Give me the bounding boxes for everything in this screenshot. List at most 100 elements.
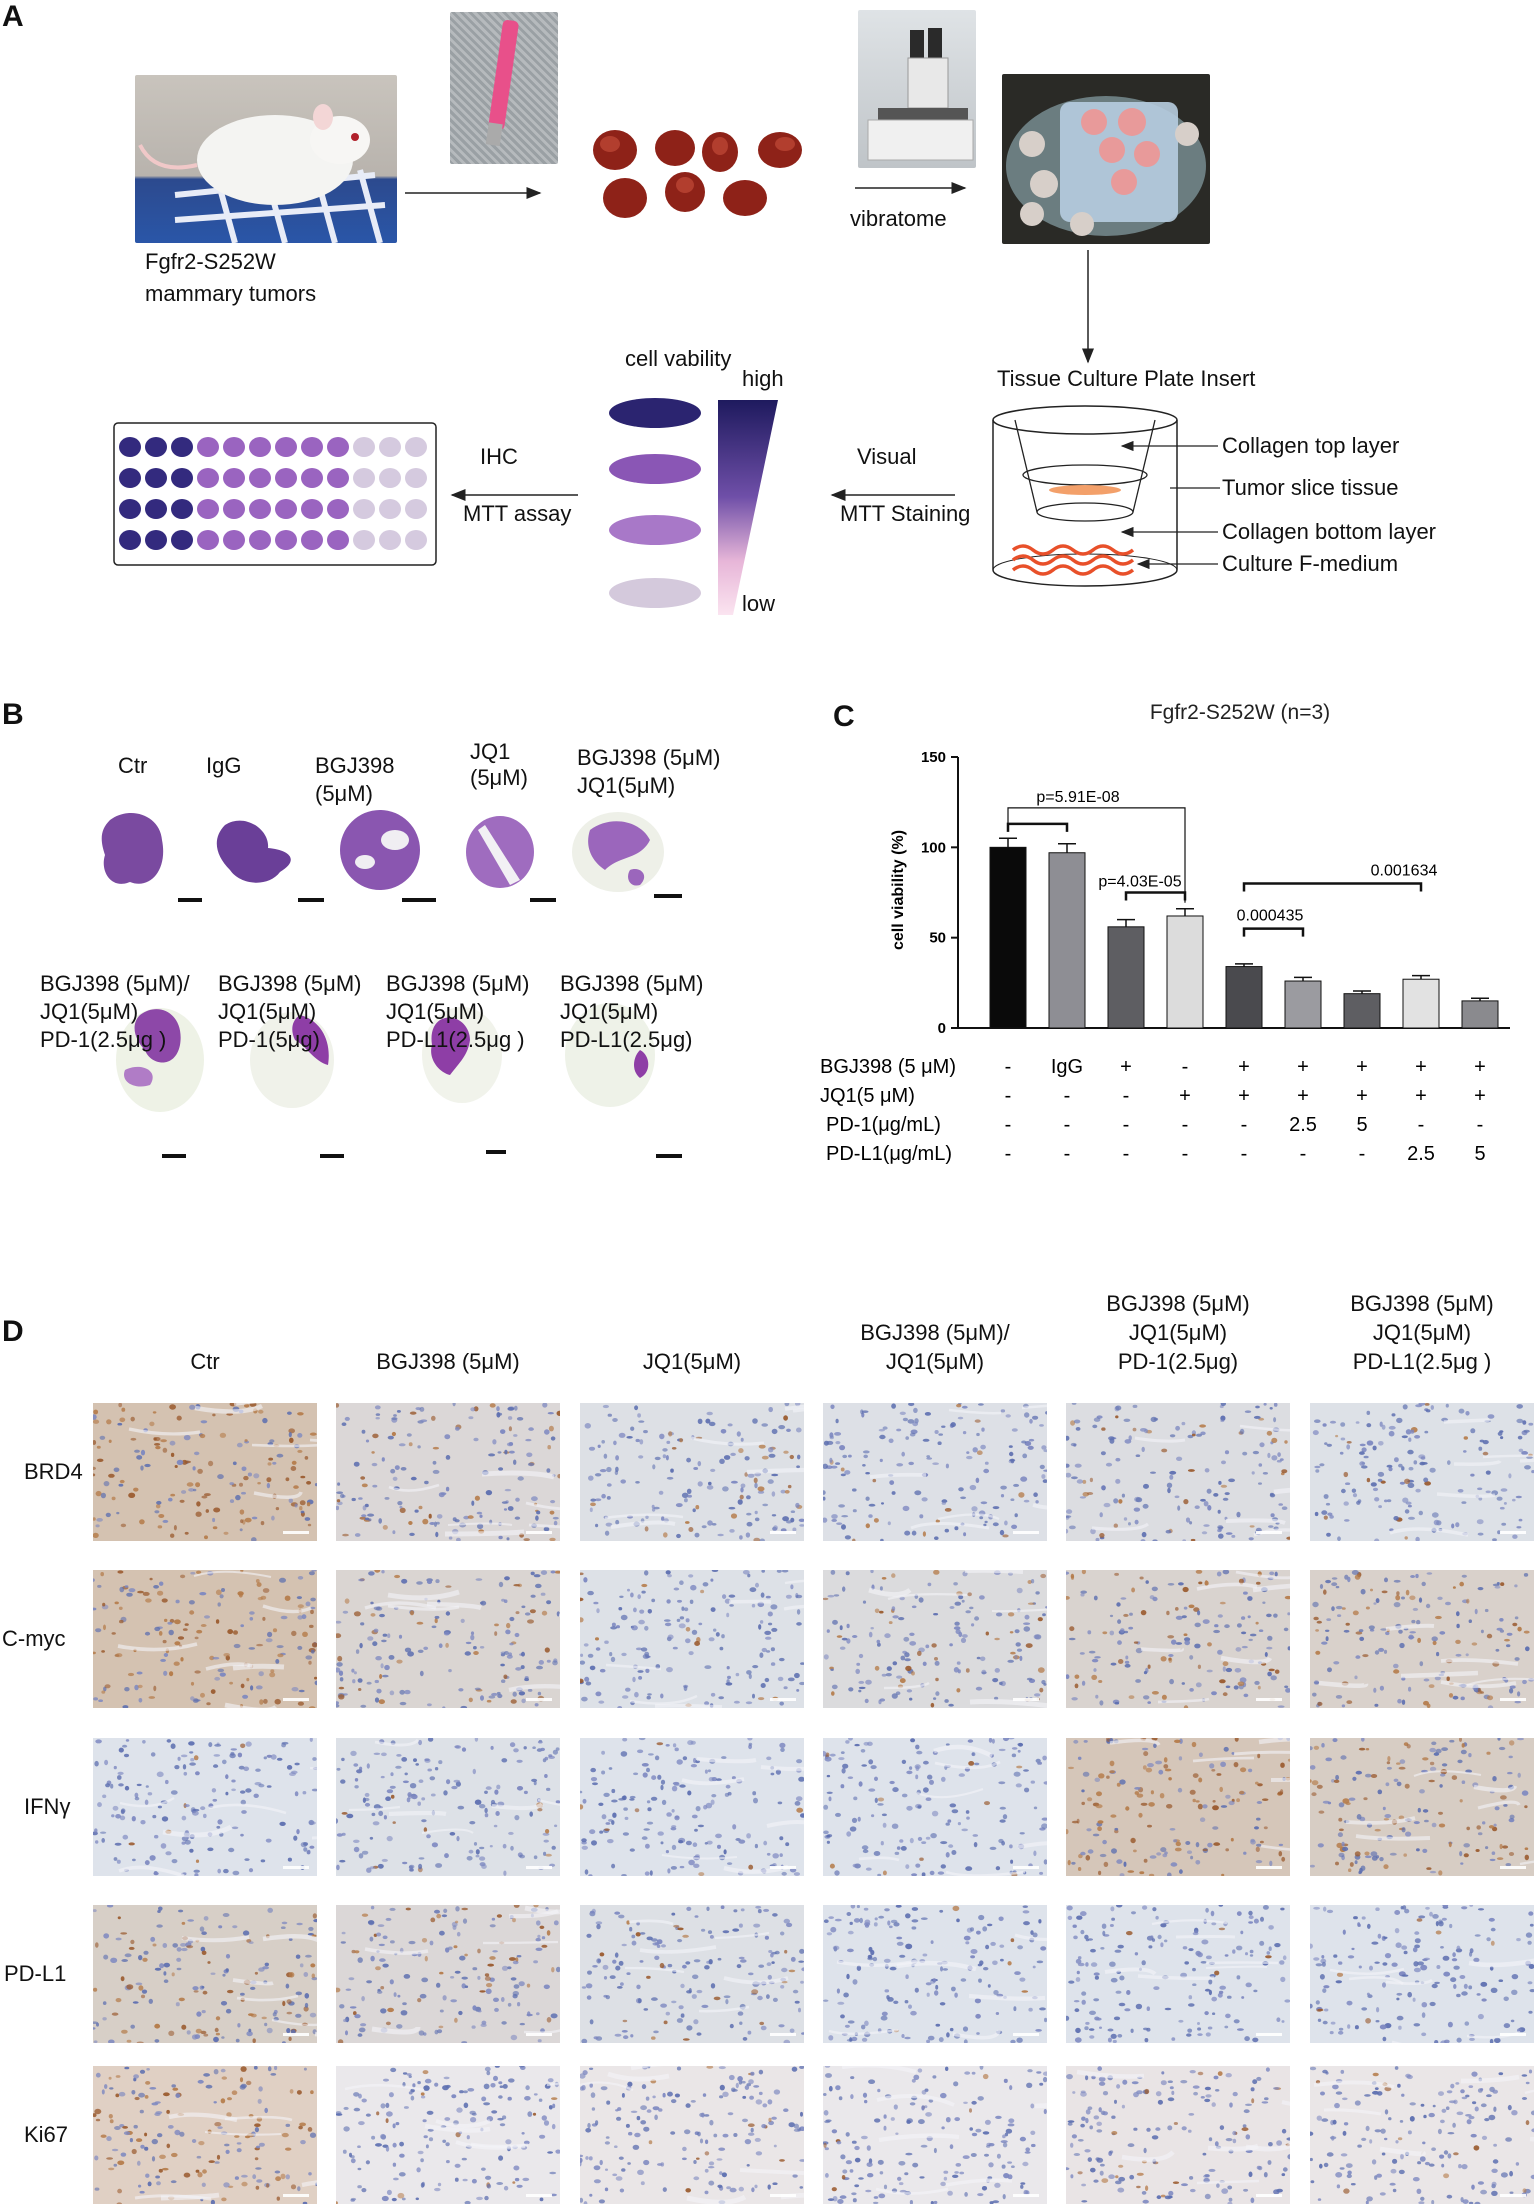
treatment-cell: + xyxy=(1415,1056,1427,1078)
plate-well-r4-c4 xyxy=(197,530,219,550)
treatment-cell: + xyxy=(1356,1085,1368,1107)
ihc-image xyxy=(93,2066,317,2204)
treatment-row-label: PD-L1(μg/mL) xyxy=(826,1143,952,1165)
plate-well-r2-c9 xyxy=(327,468,349,488)
ihc-column-header: BGJ398 (5μM) xyxy=(1106,1291,1250,1316)
bar-7 xyxy=(1343,993,1381,1029)
ihc-image xyxy=(823,1403,1047,1541)
y-tick-label: 150 xyxy=(921,749,946,766)
slice-ctr xyxy=(101,812,164,884)
treatment-cell: + xyxy=(1297,1056,1309,1078)
treatment-cell: IgG xyxy=(1051,1056,1083,1078)
panel-label-a: A xyxy=(2,0,24,33)
ihc-image xyxy=(93,1905,317,2043)
treatment-cell: + xyxy=(1474,1056,1486,1078)
treatment-cell: - xyxy=(1005,1143,1012,1165)
bar-4 xyxy=(1166,915,1204,1029)
significance-label-3: 0.000435 xyxy=(1237,908,1304,925)
ihc-row-label: PD-L1 xyxy=(4,1961,67,1986)
plate-well-r2-c4 xyxy=(197,468,219,488)
viability-title: cell vability xyxy=(625,346,732,371)
treatment-cell: - xyxy=(1123,1143,1130,1165)
ihc-image xyxy=(823,1738,1047,1876)
b-label-r2c2-2: JQ1(5μM) xyxy=(218,999,317,1024)
plate-well-r3-c10 xyxy=(353,499,375,519)
insert-layer-top: Collagen top layer xyxy=(1222,433,1400,458)
ihc-image xyxy=(823,1905,1047,2043)
insert-layer-medium: Culture F-medium xyxy=(1222,551,1399,576)
viability-swatch-mid-low xyxy=(609,515,701,545)
treatment-cell: + xyxy=(1297,1085,1309,1107)
plate-well-r4-c11 xyxy=(379,530,401,550)
treatment-cell: - xyxy=(1477,1114,1484,1136)
ihc-image xyxy=(580,1570,804,1708)
insert-title: Tissue Culture Plate Insert xyxy=(997,366,1256,391)
significance-label-4: 0.001634 xyxy=(1371,862,1438,879)
plate-well-r3-c1 xyxy=(119,499,141,519)
treatment-cell: + xyxy=(1415,1085,1427,1107)
bar-2 xyxy=(1048,852,1086,1029)
treatment-cell: 5 xyxy=(1356,1114,1367,1136)
mtt-assay-label: MTT assay xyxy=(463,501,572,526)
treatment-row-label: JQ1(5 μM) xyxy=(820,1085,915,1107)
plate-well-r2-c11 xyxy=(379,468,401,488)
ihc-image xyxy=(823,1570,1047,1708)
mouse-illustration xyxy=(138,104,386,243)
mouse-photo xyxy=(135,75,397,243)
biopsy-punch-photo xyxy=(450,12,558,164)
significance-connector xyxy=(1007,807,1186,903)
b-label-r2c3-2: JQ1(5μM) xyxy=(386,999,485,1024)
chart-y-label: cell viability (%) xyxy=(890,830,907,950)
bar-8 xyxy=(1402,978,1440,1029)
slice-igg xyxy=(216,820,291,883)
plate-well-r3-c6 xyxy=(249,499,271,519)
b-label-r2c2-1: BGJ398 (5μM) xyxy=(218,971,362,996)
ihc-label: IHC xyxy=(480,444,518,469)
treatment-cell: + xyxy=(1238,1085,1250,1107)
ihc-image xyxy=(336,1905,560,2043)
ihc-column-header: Ctr xyxy=(190,1349,220,1374)
treatment-cell: - xyxy=(1241,1114,1248,1136)
ihc-image xyxy=(336,1570,560,1708)
tumor-pieces xyxy=(593,130,802,218)
ihc-image xyxy=(1310,1570,1534,1708)
ihc-image xyxy=(580,1905,804,2043)
panel-a-arrows xyxy=(405,182,1220,570)
ihc-image xyxy=(93,1738,317,1876)
plate-well-r1-c11 xyxy=(379,437,401,457)
plate-well-r1-c1 xyxy=(119,437,141,457)
plate-well-r3-c2 xyxy=(145,499,167,519)
plate-well-r3-c4 xyxy=(197,499,219,519)
significance-bracket-1 xyxy=(1006,822,1069,832)
ihc-image xyxy=(1066,2066,1290,2204)
plate-well-r3-c7 xyxy=(275,499,297,519)
plate-well-r3-c8 xyxy=(301,499,323,519)
viability-swatch-low xyxy=(609,578,701,608)
slice-combo-pd1-high xyxy=(250,1012,334,1108)
ihc-column-header: JQ1(5μM) xyxy=(1372,1320,1472,1345)
mtt-plate xyxy=(113,422,437,566)
viability-gradient-wedge xyxy=(718,400,778,615)
y-tick-label: 0 xyxy=(938,1020,946,1037)
plate-well-r2-c12 xyxy=(405,468,427,488)
plate-well-r4-c1 xyxy=(119,530,141,550)
treatment-row-label: BGJ398 (5 μM) xyxy=(820,1056,956,1078)
ihc-image xyxy=(336,1738,560,1876)
vibratome-photo xyxy=(858,10,976,168)
plate-well-r3-c5 xyxy=(223,499,245,519)
plate-well-r1-c9 xyxy=(327,437,349,457)
slice-bgj398 xyxy=(340,810,420,890)
treatment-cell: - xyxy=(1005,1056,1012,1078)
ihc-row-label: IFNγ xyxy=(24,1794,71,1819)
b-label-r2c3-3: PD-L1(2.5μg ) xyxy=(386,1027,525,1052)
viability-bar-chart: Fgfr2-S252W (n=3) cell viability (%) 050… xyxy=(820,701,1510,1165)
treatment-cell: - xyxy=(1359,1143,1366,1165)
b-label-combo-1: BGJ398 (5μM) xyxy=(577,745,721,770)
plate-well-r2-c3 xyxy=(171,468,193,488)
panel-b-slices xyxy=(101,810,682,1158)
b-label-r2c4-2: JQ1(5μM) xyxy=(560,999,659,1024)
treatment-cell: + xyxy=(1179,1085,1191,1107)
plate-well-r4-c2 xyxy=(145,530,167,550)
ihc-image xyxy=(1310,2066,1534,2204)
microscope-illustration xyxy=(867,28,974,161)
